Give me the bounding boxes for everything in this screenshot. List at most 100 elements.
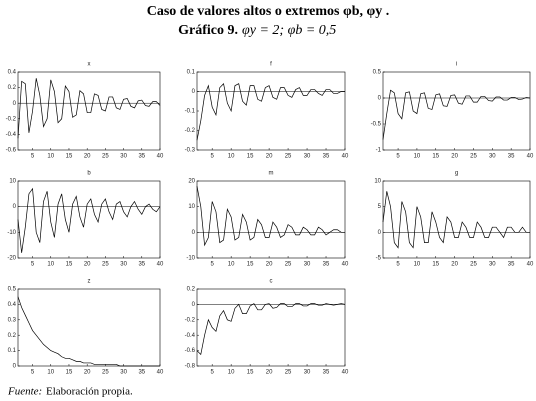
x-tick-label: 15 (432, 262, 439, 268)
y-tick-label: -10 (186, 256, 195, 262)
x-tick-label: 30 (304, 154, 311, 160)
x-tick-label: 10 (47, 262, 54, 268)
y-tick-label: -5 (376, 256, 382, 262)
y-tick-label: 0.2 (187, 287, 196, 293)
x-tick-label: 30 (120, 262, 127, 268)
x-tick-label: 40 (157, 154, 164, 160)
x-tick-label: 20 (266, 262, 273, 268)
x-tick-label: 5 (211, 370, 215, 376)
figure-formula: φy = 2; φb = 0,5 (242, 23, 336, 38)
x-tick-label: 40 (342, 370, 349, 376)
y-tick-label: -0.2 (185, 317, 196, 323)
y-tick-label: -0.2 (185, 128, 196, 134)
y-tick-label: -20 (7, 256, 16, 262)
y-tick-label: -0.1 (185, 109, 196, 115)
panel-title: m (269, 171, 274, 177)
series-line (382, 89, 531, 140)
x-tick-label: 30 (489, 154, 496, 160)
plot-frame (17, 288, 161, 367)
x-tick-label: 35 (138, 154, 145, 160)
x-tick-label: 35 (323, 370, 330, 376)
plot-frame (382, 71, 531, 151)
y-tick-label: 0 (13, 364, 17, 370)
x-tick-label: 5 (31, 154, 35, 160)
x-tick-label: 5 (31, 370, 35, 376)
panel-title: i (456, 62, 457, 68)
x-tick-label: 10 (228, 370, 235, 376)
x-tick-label: 25 (285, 262, 292, 268)
y-tick-label: 0 (192, 302, 196, 308)
x-tick-label: 10 (414, 154, 421, 160)
series-line (382, 191, 530, 249)
panel-title: b (87, 171, 91, 177)
x-tick-label: 30 (304, 370, 311, 376)
x-tick-label: 20 (266, 370, 273, 376)
y-tick-label: -0.8 (185, 364, 196, 370)
x-tick-label: 35 (138, 262, 145, 268)
series-line (196, 82, 345, 141)
series-line (17, 187, 161, 253)
x-tick-label: 25 (102, 154, 109, 160)
y-tick-label: 0 (192, 89, 196, 95)
x-tick-label: 40 (157, 262, 164, 268)
figure-title: Caso de valores altos o extremos φb, φy … (147, 4, 390, 19)
x-tick-label: 15 (432, 154, 439, 160)
x-tick-label: 5 (211, 154, 215, 160)
panel-title: x (88, 62, 91, 68)
series-line (196, 186, 345, 247)
y-tick-label: 0.4 (8, 70, 17, 76)
y-tick-label: 0 (378, 96, 382, 102)
x-tick-label: 25 (470, 262, 477, 268)
x-tick-label: 35 (323, 154, 330, 160)
x-tick-label: 30 (489, 262, 496, 268)
y-tick-label: -10 (7, 230, 16, 236)
x-tick-label: 30 (120, 370, 127, 376)
x-tick-label: 5 (211, 262, 215, 268)
y-tick-label: 0.4 (8, 302, 17, 308)
x-tick-label: 15 (247, 262, 254, 268)
y-tick-label: 10 (374, 179, 381, 185)
x-tick-label: 30 (120, 154, 127, 160)
x-tick-label: 10 (228, 262, 235, 268)
x-tick-label: 15 (66, 370, 73, 376)
x-tick-label: 20 (84, 154, 91, 160)
x-tick-label: 20 (84, 262, 91, 268)
y-tick-label: 0.5 (373, 70, 382, 76)
y-tick-label: -1 (376, 148, 382, 154)
source-text: Elaboración propia. (46, 386, 133, 398)
x-tick-label: 10 (414, 262, 421, 268)
y-tick-label: 5 (378, 204, 382, 210)
x-tick-label: 25 (470, 154, 477, 160)
x-tick-label: 25 (102, 262, 109, 268)
x-tick-label: 35 (138, 370, 145, 376)
plot-frame (382, 180, 531, 259)
x-tick-label: 15 (66, 154, 73, 160)
panel-title: g (455, 171, 458, 177)
y-tick-label: -0.5 (371, 122, 382, 128)
y-tick-label: -0.4 (6, 132, 17, 138)
y-tick-label: -0.3 (185, 148, 196, 154)
x-tick-label: 10 (228, 154, 235, 160)
x-tick-label: 40 (157, 370, 164, 376)
plot-frame (196, 180, 346, 259)
y-tick-label: 0.2 (8, 85, 17, 91)
x-tick-label: 40 (342, 154, 349, 160)
y-tick-label: 0.3 (8, 317, 17, 323)
panel-title: z (88, 279, 91, 285)
x-tick-label: 15 (247, 370, 254, 376)
y-tick-label: -0.6 (6, 148, 17, 154)
x-tick-label: 15 (66, 262, 73, 268)
x-tick-label: 20 (84, 370, 91, 376)
panel-title: c (270, 279, 273, 285)
x-tick-label: 20 (266, 154, 273, 160)
x-tick-label: 40 (342, 262, 349, 268)
y-tick-label: 10 (9, 179, 16, 185)
plot-frame (196, 288, 346, 367)
x-tick-label: 20 (451, 262, 458, 268)
y-tick-label: -0.4 (185, 333, 196, 339)
y-tick-label: 0.2 (8, 333, 17, 339)
x-tick-label: 5 (396, 154, 400, 160)
x-tick-label: 40 (527, 262, 534, 268)
x-tick-label: 5 (31, 262, 35, 268)
